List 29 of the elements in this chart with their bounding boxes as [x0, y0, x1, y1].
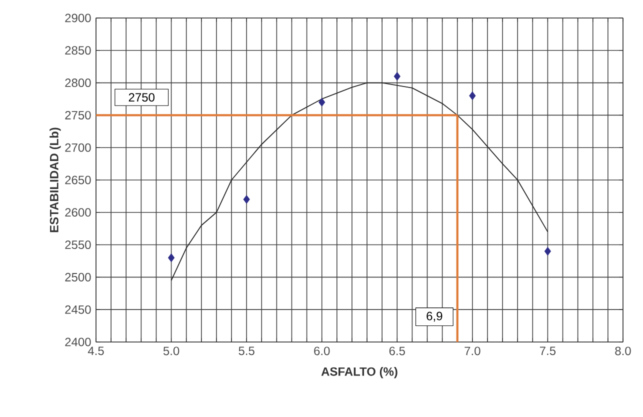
point — [168, 253, 175, 262]
ref-line-label: 6,9 — [426, 312, 442, 322]
y-tick-label: 2750 — [65, 110, 91, 120]
x-tick-label: 5.0 — [163, 346, 180, 356]
y-tick-label: 2650 — [65, 176, 91, 184]
x-tick-label: 7.5 — [540, 346, 556, 356]
x-tick-label: 7.0 — [464, 346, 480, 356]
y-tick-label: 2850 — [65, 46, 91, 55]
y-tick-label: 2600 — [65, 208, 91, 217]
y-tick-label: 2500 — [65, 272, 91, 282]
x-tick-label: 6.0 — [314, 346, 330, 356]
point — [394, 72, 400, 81]
point — [243, 195, 250, 204]
y-tick-label: 2400 — [65, 338, 91, 346]
x-tick-label: 8.0 — [615, 346, 631, 356]
ref-line-label: 2750 — [128, 93, 154, 102]
point — [318, 98, 326, 106]
x-axis-title: ASFALTO (%) — [321, 367, 398, 378]
y-tick-label: 2900 — [65, 14, 91, 22]
y-tick-label: 2450 — [65, 305, 91, 314]
y-tick-label: 2550 — [65, 240, 91, 250]
x-tick-label: 6.5 — [389, 346, 405, 356]
y-tick-label: 2800 — [65, 78, 91, 88]
x-tick-label: 4.5 — [88, 346, 104, 356]
y-tick-label: 2700 — [65, 143, 91, 152]
point — [469, 91, 476, 100]
x-tick-label: 5.5 — [238, 346, 254, 356]
point — [544, 247, 551, 256]
y-axis-title: ESTABILIDAD (Lb) — [50, 128, 61, 232]
